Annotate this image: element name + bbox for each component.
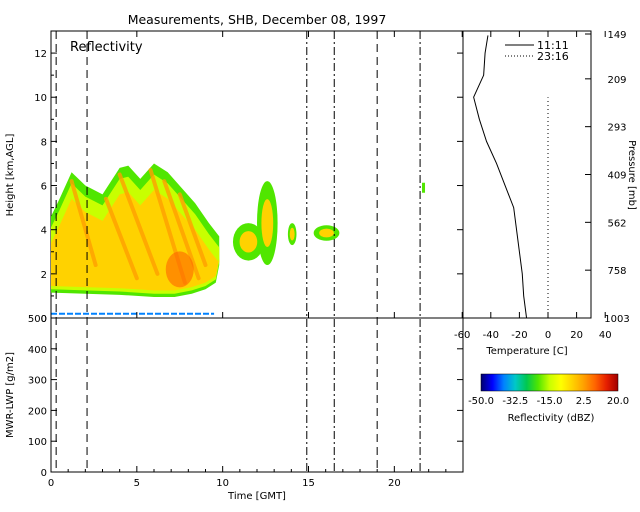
colorbar-label: Reflectivity (dBZ) xyxy=(508,413,595,424)
height-tick-label: 0 xyxy=(41,314,47,325)
echo-streak xyxy=(162,179,201,281)
pressure-tick-label: 149 xyxy=(607,30,626,41)
lwp-tick-label: 300 xyxy=(28,376,47,387)
lwp-tick-label: 0 xyxy=(41,468,47,479)
echo-streak xyxy=(177,192,208,268)
time-tick-label: 10 xyxy=(216,478,229,489)
colorbar-gradient xyxy=(480,373,619,392)
reflectivity-echo-image xyxy=(51,163,426,315)
temperature-tick-label: -40 xyxy=(483,330,499,341)
temperature-tick-label: 20 xyxy=(570,330,583,341)
height-tick-label: 4 xyxy=(41,226,47,237)
lwp-tick-label: 200 xyxy=(28,406,47,417)
echo-streak xyxy=(69,179,98,268)
pressure-tick-label: 409 xyxy=(607,171,626,182)
colorbar-tick-label: 20.0 xyxy=(607,396,629,407)
pressure-tick-label: 1003 xyxy=(604,314,629,325)
colorbar-tick-label: 2.5 xyxy=(576,396,592,407)
reflectivity-panel-label: Reflectivity xyxy=(70,40,143,55)
pressure-tick-label: 758 xyxy=(607,266,626,277)
time-marker-lines xyxy=(55,31,421,472)
colorbar-tick-label: -50.0 xyxy=(468,396,494,407)
echo-fragment-core xyxy=(289,227,295,241)
temperature-tick-label: -20 xyxy=(511,330,527,341)
height-tick-label: 10 xyxy=(34,93,47,104)
echo-core xyxy=(165,251,194,288)
legend-label-2316: 23:16 xyxy=(537,50,569,63)
chart-title: Measurements, SHB, December 08, 1997 xyxy=(128,12,387,27)
height-axis-title: Height [km,AGL] xyxy=(5,134,16,217)
echo-streak xyxy=(117,172,160,276)
temperature-tick-label: 0 xyxy=(545,330,551,341)
lwp-axis-title: MWR-LWP [g/m2] xyxy=(5,352,16,438)
time-tick-label: 20 xyxy=(388,478,401,489)
time-axis-title: Time [GMT] xyxy=(227,491,286,502)
pressure-tick-label: 293 xyxy=(607,123,626,134)
time-tick-label: 5 xyxy=(134,478,140,489)
lwp-tick-label: 100 xyxy=(28,437,47,448)
isolated-echo xyxy=(422,182,426,193)
echo-fragment-core xyxy=(239,231,258,253)
temperature-profiles xyxy=(473,35,549,319)
height-tick-label: 6 xyxy=(41,182,47,193)
reflectivity-colorbar: -50.0 -32.5 -15.0 2.5 20.0 xyxy=(468,373,629,407)
lwp-tick-label: 500 xyxy=(28,314,47,325)
temperature-tick-label: -60 xyxy=(454,330,470,341)
temperature-axis-title: Temperature [C] xyxy=(485,346,567,357)
echo-streak xyxy=(103,196,139,281)
time-tick-label: 15 xyxy=(302,478,315,489)
pressure-tick-label: 209 xyxy=(607,75,626,86)
height-tick-label: 12 xyxy=(34,49,47,60)
pressure-tick-label: 562 xyxy=(607,218,626,229)
height-tick-label: 2 xyxy=(41,270,47,281)
colorbar-tick-label: -32.5 xyxy=(502,396,528,407)
legend-label-1111: 11:11 xyxy=(537,39,569,52)
profile-legend: 11:11 23:16 xyxy=(505,39,569,63)
time-tick-label: 0 xyxy=(48,478,54,489)
temperature-profile-line xyxy=(473,35,528,319)
pressure-axis-title: Pressure [mb] xyxy=(626,140,637,210)
colorbar-tick-label: -15.0 xyxy=(537,396,563,407)
height-tick-label: 8 xyxy=(41,137,47,148)
lwp-tick-label: 400 xyxy=(28,345,47,356)
echo-fragment-core xyxy=(261,199,274,248)
temperature-tick-label: 40 xyxy=(599,330,612,341)
echo-fragment-core xyxy=(319,228,334,238)
